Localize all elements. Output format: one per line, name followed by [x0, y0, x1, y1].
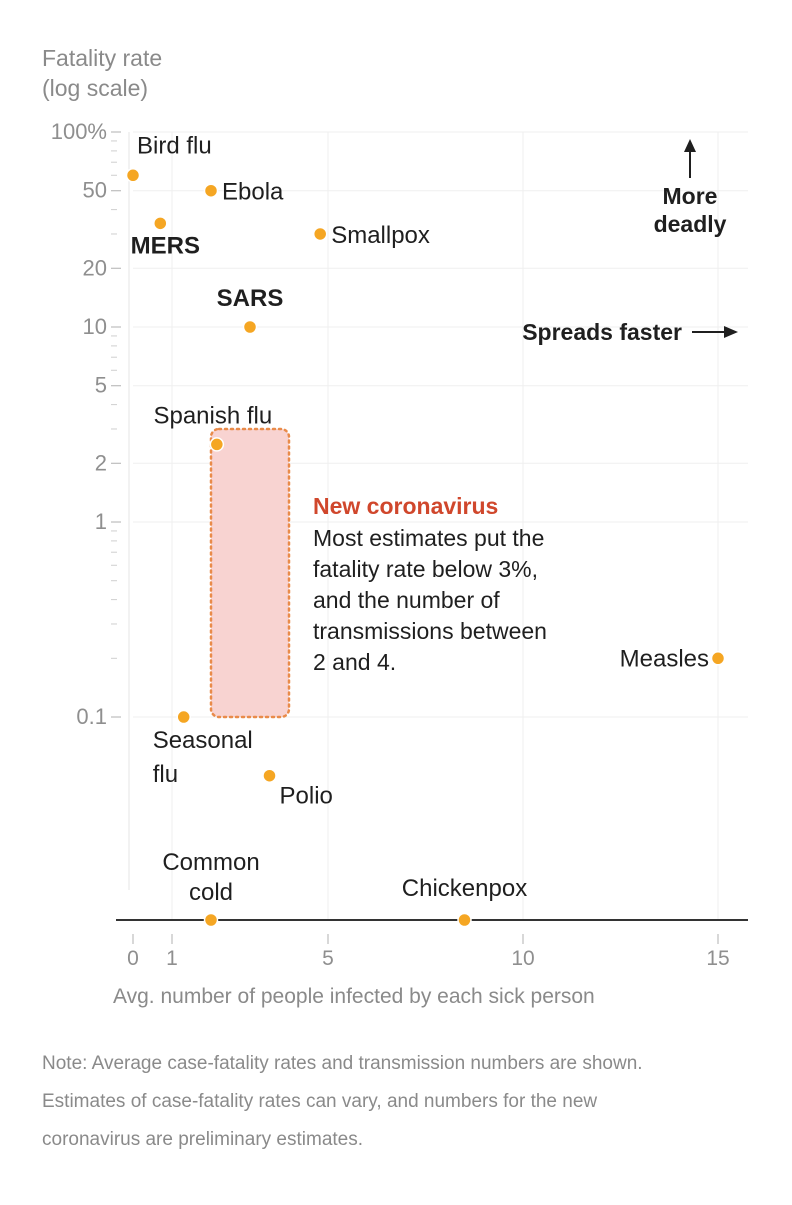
x-tick-label-1: 1: [166, 947, 178, 970]
y-tick-label-50: 50: [83, 178, 107, 203]
new-coronavirus-annotation-title: New coronavirus: [313, 493, 498, 519]
spreads-faster-label: Spreads faster: [522, 319, 682, 345]
y-tick-label-20: 20: [83, 255, 107, 280]
ebola-point: [203, 183, 219, 198]
bird-flu-label: Bird flu: [137, 132, 212, 159]
chickenpox-point: [457, 912, 472, 928]
seasonal-flu-point: [176, 709, 191, 725]
spreads-faster-arrow-head: [724, 326, 738, 338]
y-tick-label-1: 1: [95, 509, 107, 534]
y-tick-label-2: 2: [95, 450, 107, 475]
x-tick-label-0: 0: [127, 947, 139, 970]
spanish-flu-label: Spanish flu: [153, 402, 272, 429]
points-layer: [125, 168, 726, 928]
spanish-flu-point: [209, 437, 225, 452]
footnote-line-2: Estimates of case-fatality rates can var…: [42, 1091, 597, 1112]
y-tick-label-100-percent: 100%: [51, 119, 107, 144]
smallpox-label: Smallpox: [331, 222, 430, 249]
new-coronavirus-annotation-line-1: Most estimates put the: [313, 525, 544, 551]
chickenpox-label: Chickenpox: [402, 875, 527, 902]
x-tick-label-15: 15: [706, 947, 729, 970]
more-deadly-arrow-head: [684, 139, 696, 152]
x-axis-title: Avg. number of people infected by each s…: [113, 985, 595, 1008]
ebola-label: Ebola: [222, 179, 284, 206]
new-coronavirus-range-region: [209, 427, 291, 719]
highlight-layer: [209, 427, 291, 719]
more-deadly-label-line-2: deadly: [654, 211, 727, 237]
smallpox-point: [312, 226, 328, 242]
more-deadly-label-line-1: More: [663, 183, 718, 209]
measles-point: [710, 651, 726, 666]
common-cold-point: [203, 912, 219, 928]
new-coronavirus-annotation-line-3: and the number of: [313, 587, 500, 613]
seasonal-flu-label-line-2: flu: [153, 761, 178, 788]
new-coronavirus-annotation-line-5: 2 and 4.: [313, 649, 396, 675]
x-tick-label-10: 10: [511, 947, 534, 970]
footnote-line-3: coronavirus are preliminary estimates.: [42, 1129, 363, 1150]
seasonal-flu-label-line-1: Seasonal: [153, 727, 253, 754]
y-tick-label-5: 5: [95, 373, 107, 398]
axis-layer: Fatality rate(log scale)100%5020105210.1…: [42, 45, 748, 1008]
labels-layer: Bird flu Ebola MERS Smallpox SARS Spanish flu…: [131, 132, 709, 906]
common-cold-label-line-1: Common: [162, 849, 259, 876]
common-cold-label-line-2: cold: [189, 879, 233, 906]
x-tick-label-5: 5: [322, 947, 334, 970]
sars-label: SARS: [217, 285, 284, 312]
measles-label: Measles: [620, 645, 709, 672]
mers-label: MERS: [131, 232, 200, 259]
y-tick-label-0.1: 0.1: [76, 704, 107, 729]
polio-label: Polio: [280, 783, 333, 810]
y-tick-label-10: 10: [83, 314, 107, 339]
sars-point: [242, 319, 258, 335]
mers-point: [153, 216, 168, 231]
bird-flu-point: [125, 168, 141, 183]
polio-point: [262, 768, 277, 783]
new-coronavirus-annotation-line-2: fatality rate below 3%,: [313, 556, 538, 582]
footnote-line-1: Note: Average case-fatality rates and tr…: [42, 1053, 643, 1074]
y-axis-title-line-2: (log scale): [42, 75, 148, 101]
y-axis-title-line-1: Fatality rate: [42, 45, 162, 71]
new-coronavirus-annotation-line-4: transmissions between: [313, 618, 547, 644]
